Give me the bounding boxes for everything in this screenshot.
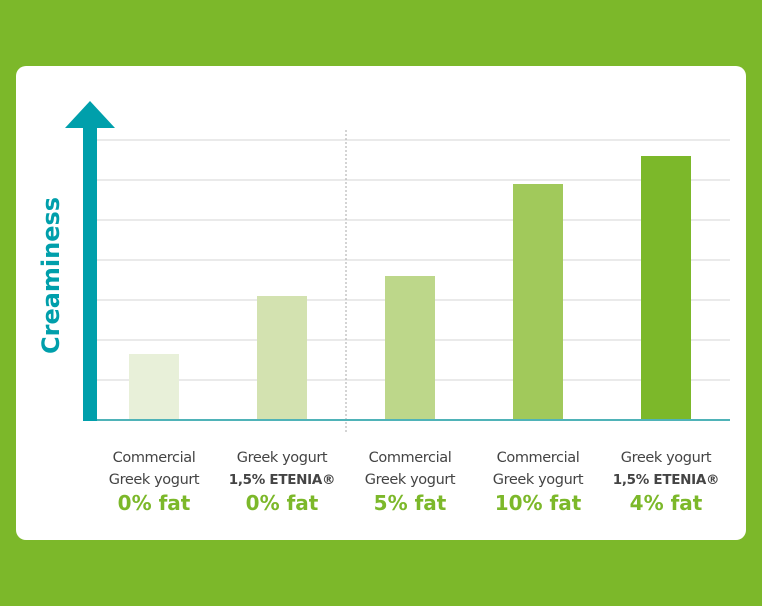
bar: [513, 184, 563, 420]
category-label-line2: Greek yogurt: [365, 472, 456, 488]
category-label-line2: Greek yogurt: [493, 472, 584, 488]
chart-card: Creaminess Commercial Greek yogurt 0% fat G…: [16, 66, 746, 540]
category-label-line1: Commercial: [369, 450, 452, 466]
y-axis-arrow-head: [65, 101, 115, 128]
bar: [641, 156, 691, 420]
category-label-line1: Commercial: [113, 450, 196, 466]
bar: [129, 354, 179, 420]
category-label-line2: Greek yogurt: [109, 472, 200, 488]
category-label-line1: Greek yogurt: [621, 450, 712, 466]
category-fat-label: 0% fat: [246, 491, 319, 515]
category-label-line2: 1,5% ETENIA®: [229, 472, 335, 488]
category-fat-label: 5% fat: [374, 491, 447, 515]
category-label-line2: 1,5% ETENIA®: [613, 472, 719, 488]
y-axis-label: Creaminess: [37, 197, 65, 354]
bar: [385, 276, 435, 420]
category-label-line1: Commercial: [497, 450, 580, 466]
category-label-line1: Greek yogurt: [237, 450, 328, 466]
category-fat-label: 10% fat: [495, 491, 582, 515]
y-axis-arrow-shaft: [83, 126, 97, 421]
creaminess-bar-chart: Creaminess Commercial Greek yogurt 0% fat G…: [37, 101, 730, 515]
category-fat-label: 4% fat: [630, 491, 703, 515]
bar: [257, 296, 307, 420]
category-fat-label: 0% fat: [118, 491, 191, 515]
